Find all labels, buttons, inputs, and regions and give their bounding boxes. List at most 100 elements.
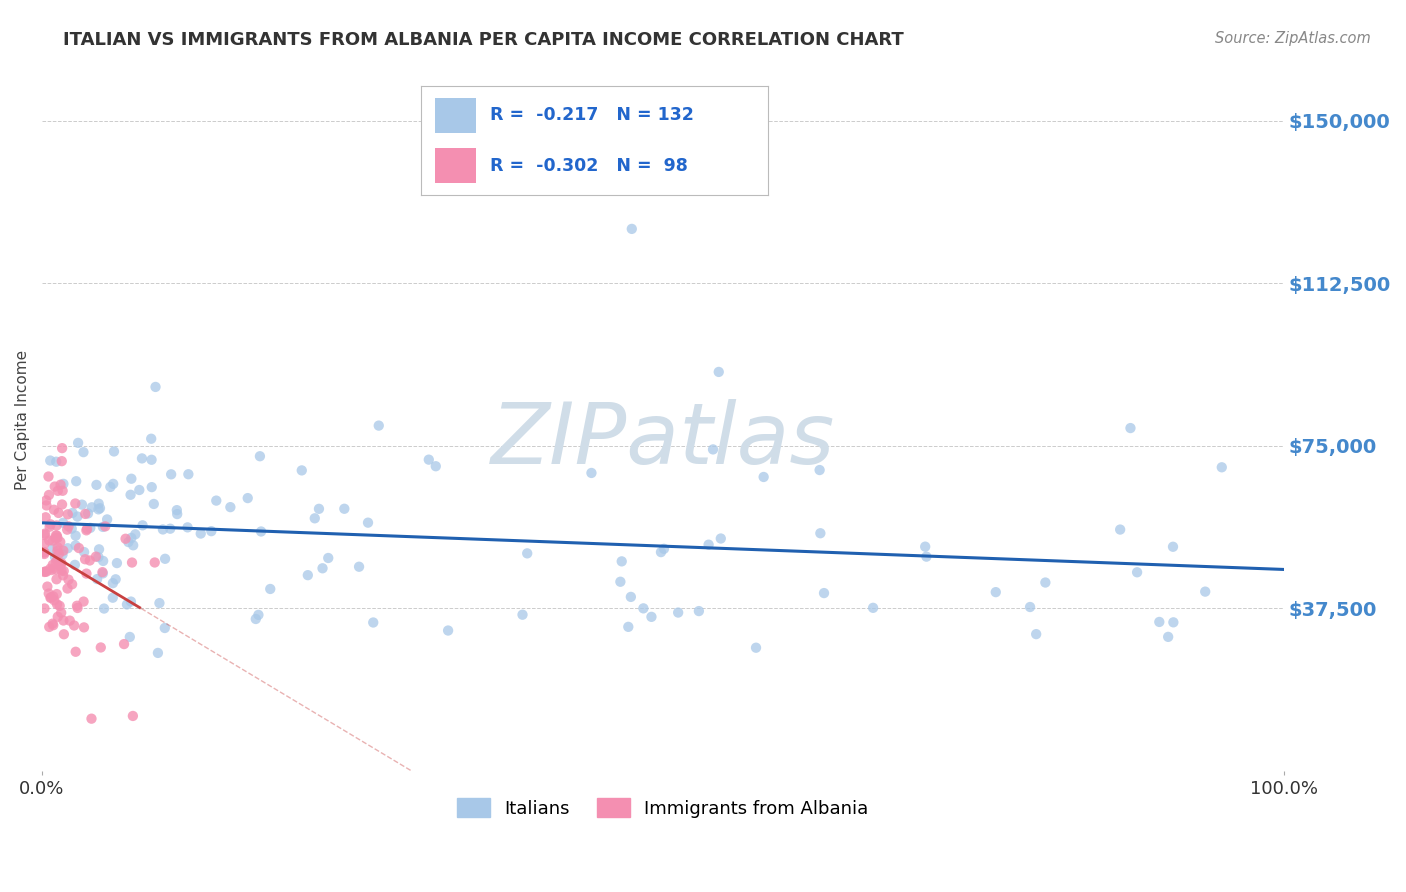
Point xyxy=(48,599,70,613)
Point xyxy=(45,455,67,469)
Point xyxy=(52,483,75,498)
Point xyxy=(245,612,267,626)
Point xyxy=(87,542,110,557)
Point xyxy=(425,459,447,474)
Point xyxy=(1025,627,1047,641)
Point xyxy=(80,712,103,726)
Point xyxy=(34,545,56,559)
Point xyxy=(41,616,63,631)
Point xyxy=(84,549,107,564)
Point xyxy=(516,546,538,560)
Point xyxy=(697,538,720,552)
Point xyxy=(65,645,87,659)
Point xyxy=(1163,615,1185,630)
Point xyxy=(120,531,142,545)
Point xyxy=(66,509,89,524)
Point xyxy=(250,524,273,539)
Point xyxy=(104,572,127,586)
Point xyxy=(35,493,58,508)
Point xyxy=(153,621,176,635)
Point xyxy=(46,531,69,545)
Legend: Italians, Immigrants from Albania: Italians, Immigrants from Albania xyxy=(450,790,876,825)
Point xyxy=(48,506,70,520)
Point xyxy=(609,574,631,589)
Text: Source: ZipAtlas.com: Source: ZipAtlas.com xyxy=(1215,31,1371,46)
Point xyxy=(56,508,79,522)
Point xyxy=(259,582,281,596)
Text: ZIPatlas: ZIPatlas xyxy=(491,400,835,483)
Point xyxy=(42,502,65,516)
Point xyxy=(418,452,440,467)
Point xyxy=(51,556,73,570)
Point xyxy=(52,543,75,558)
Point xyxy=(52,614,75,628)
Point xyxy=(862,600,884,615)
Point xyxy=(122,709,145,723)
Y-axis label: Per Capita Income: Per Capita Income xyxy=(15,350,30,490)
Point xyxy=(42,618,65,632)
Point xyxy=(49,558,72,573)
Point xyxy=(122,538,145,552)
Point xyxy=(159,522,181,536)
Point xyxy=(91,520,114,534)
Point xyxy=(52,516,75,530)
Point xyxy=(39,517,62,532)
Point xyxy=(46,609,69,624)
Point xyxy=(101,591,124,605)
Point xyxy=(60,522,83,536)
Point xyxy=(437,624,460,638)
Point xyxy=(37,580,59,594)
Point xyxy=(610,554,633,568)
Point xyxy=(1119,421,1142,435)
Point xyxy=(652,541,675,556)
Point xyxy=(91,565,114,579)
Point xyxy=(51,564,73,578)
Point xyxy=(52,476,75,491)
Point xyxy=(34,526,56,541)
Point xyxy=(34,545,56,559)
Point xyxy=(581,466,603,480)
Point xyxy=(1126,566,1149,580)
Point xyxy=(63,558,86,572)
Point xyxy=(49,558,72,573)
Point xyxy=(42,558,65,572)
Point xyxy=(52,568,75,582)
Point xyxy=(38,520,60,534)
Point xyxy=(34,601,56,615)
Point xyxy=(1194,584,1216,599)
Point xyxy=(120,472,142,486)
Point xyxy=(702,442,724,457)
Point xyxy=(45,587,67,601)
Point xyxy=(51,606,73,620)
Point xyxy=(152,523,174,537)
Point xyxy=(73,545,96,559)
Point xyxy=(39,591,62,605)
Point xyxy=(56,582,79,596)
Point xyxy=(41,563,63,577)
Point xyxy=(688,604,710,618)
Point xyxy=(112,637,135,651)
Point xyxy=(114,532,136,546)
Point xyxy=(46,483,69,498)
Text: ITALIAN VS IMMIGRANTS FROM ALBANIA PER CAPITA INCOME CORRELATION CHART: ITALIAN VS IMMIGRANTS FROM ALBANIA PER C… xyxy=(63,31,904,49)
Point xyxy=(72,445,94,459)
Point xyxy=(205,493,228,508)
Point xyxy=(94,519,117,533)
Point xyxy=(297,568,319,582)
Point xyxy=(46,544,69,558)
Point xyxy=(121,556,143,570)
Point xyxy=(52,627,75,641)
Point xyxy=(44,479,66,493)
Point xyxy=(1035,575,1057,590)
Point xyxy=(51,548,73,562)
Point xyxy=(66,601,89,615)
Point xyxy=(357,516,380,530)
Point xyxy=(96,512,118,526)
Point xyxy=(44,550,66,565)
Point xyxy=(44,531,66,545)
Point xyxy=(51,454,73,468)
Point xyxy=(86,478,108,492)
Point xyxy=(73,620,96,634)
Point xyxy=(249,449,271,463)
Point xyxy=(141,480,163,494)
